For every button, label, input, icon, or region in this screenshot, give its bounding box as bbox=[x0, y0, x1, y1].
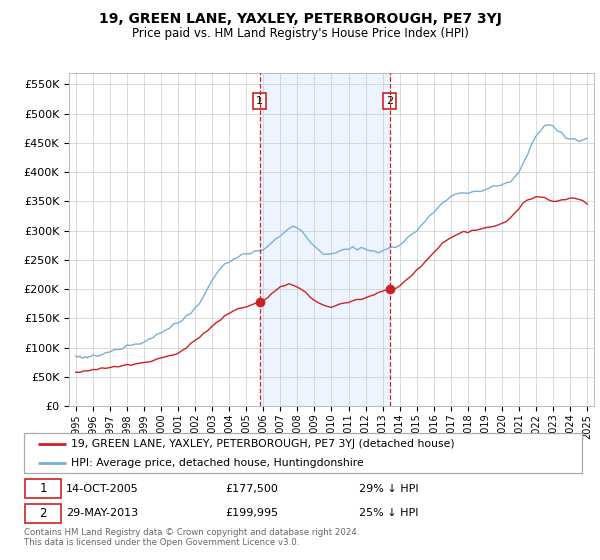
Bar bbox=[260, 73, 389, 406]
Text: HPI: Average price, detached house, Huntingdonshire: HPI: Average price, detached house, Hunt… bbox=[71, 458, 364, 468]
Text: 2: 2 bbox=[40, 507, 47, 520]
FancyBboxPatch shape bbox=[25, 479, 61, 498]
Text: 19, GREEN LANE, YAXLEY, PETERBOROUGH, PE7 3YJ (detached house): 19, GREEN LANE, YAXLEY, PETERBOROUGH, PE… bbox=[71, 439, 455, 449]
Text: 14-OCT-2005: 14-OCT-2005 bbox=[66, 484, 139, 494]
Text: 25% ↓ HPI: 25% ↓ HPI bbox=[359, 508, 418, 519]
Text: 29% ↓ HPI: 29% ↓ HPI bbox=[359, 484, 418, 494]
FancyBboxPatch shape bbox=[25, 504, 61, 522]
Text: 1: 1 bbox=[256, 96, 263, 106]
Text: 19, GREEN LANE, YAXLEY, PETERBOROUGH, PE7 3YJ: 19, GREEN LANE, YAXLEY, PETERBOROUGH, PE… bbox=[98, 12, 502, 26]
Text: 29-MAY-2013: 29-MAY-2013 bbox=[66, 508, 138, 519]
Text: Price paid vs. HM Land Registry's House Price Index (HPI): Price paid vs. HM Land Registry's House … bbox=[131, 27, 469, 40]
Text: £199,995: £199,995 bbox=[225, 508, 278, 519]
Text: 2: 2 bbox=[386, 96, 393, 106]
Text: Contains HM Land Registry data © Crown copyright and database right 2024.
This d: Contains HM Land Registry data © Crown c… bbox=[24, 528, 359, 547]
Text: £177,500: £177,500 bbox=[225, 484, 278, 494]
Text: 1: 1 bbox=[40, 482, 47, 495]
